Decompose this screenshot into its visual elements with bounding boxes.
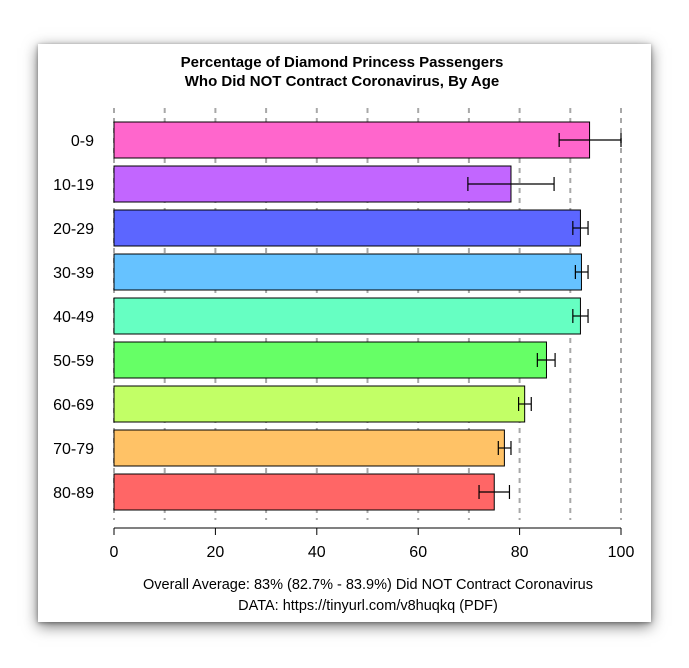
x-tick-label-0: 0 — [110, 544, 119, 561]
bar-0-9 — [113, 121, 591, 159]
x-axis: 0 20 40 60 80 100 — [110, 527, 635, 561]
chart-card: Percentage of Diamond Princess Passenger… — [38, 44, 651, 622]
category-label-20-29: 20-29 — [53, 221, 94, 238]
category-label-0-9: 0-9 — [71, 133, 94, 150]
bar-10-19 — [113, 165, 512, 203]
error-bars — [467, 133, 622, 499]
bar-50-59 — [113, 341, 547, 379]
category-label-40-49: 40-49 — [53, 309, 94, 326]
category-label-60-69: 60-69 — [53, 397, 94, 414]
bar-60-69 — [113, 385, 526, 423]
bar-30-39 — [113, 253, 582, 291]
category-label-50-59: 50-59 — [53, 353, 94, 370]
category-label-10-19: 10-19 — [53, 177, 94, 194]
overall-average-note: Overall Average: 83% (82.7% - 83.9%) Did… — [143, 577, 593, 593]
bar-40-49 — [113, 297, 581, 335]
data-source-note: DATA: https://tinyurl.com/v8huqkq (PDF) — [238, 598, 498, 614]
bar-20-29 — [113, 209, 581, 247]
bar-70-79 — [113, 429, 505, 467]
category-label-30-39: 30-39 — [53, 265, 94, 282]
bar-chart: Percentage of Diamond Princess Passenger… — [53, 54, 635, 614]
x-tick-label-20: 20 — [207, 544, 225, 561]
category-label-80-89: 80-89 — [53, 485, 94, 502]
bar-80-89 — [113, 473, 495, 511]
category-labels: 0-9 10-19 20-29 30-39 40-49 50-59 60-69 70-79 80… — [53, 133, 94, 502]
x-tick-label-40: 40 — [308, 544, 326, 561]
chart-title: Percentage of Diamond Princess Passenger… — [181, 54, 504, 71]
x-tick-label-60: 60 — [409, 544, 427, 561]
x-tick-label-100: 100 — [608, 544, 635, 561]
chart-subtitle: Who Did NOT Contract Coronavirus, By Age — [185, 73, 499, 90]
category-label-70-79: 70-79 — [53, 441, 94, 458]
bars — [113, 121, 591, 511]
x-tick-label-80: 80 — [511, 544, 529, 561]
